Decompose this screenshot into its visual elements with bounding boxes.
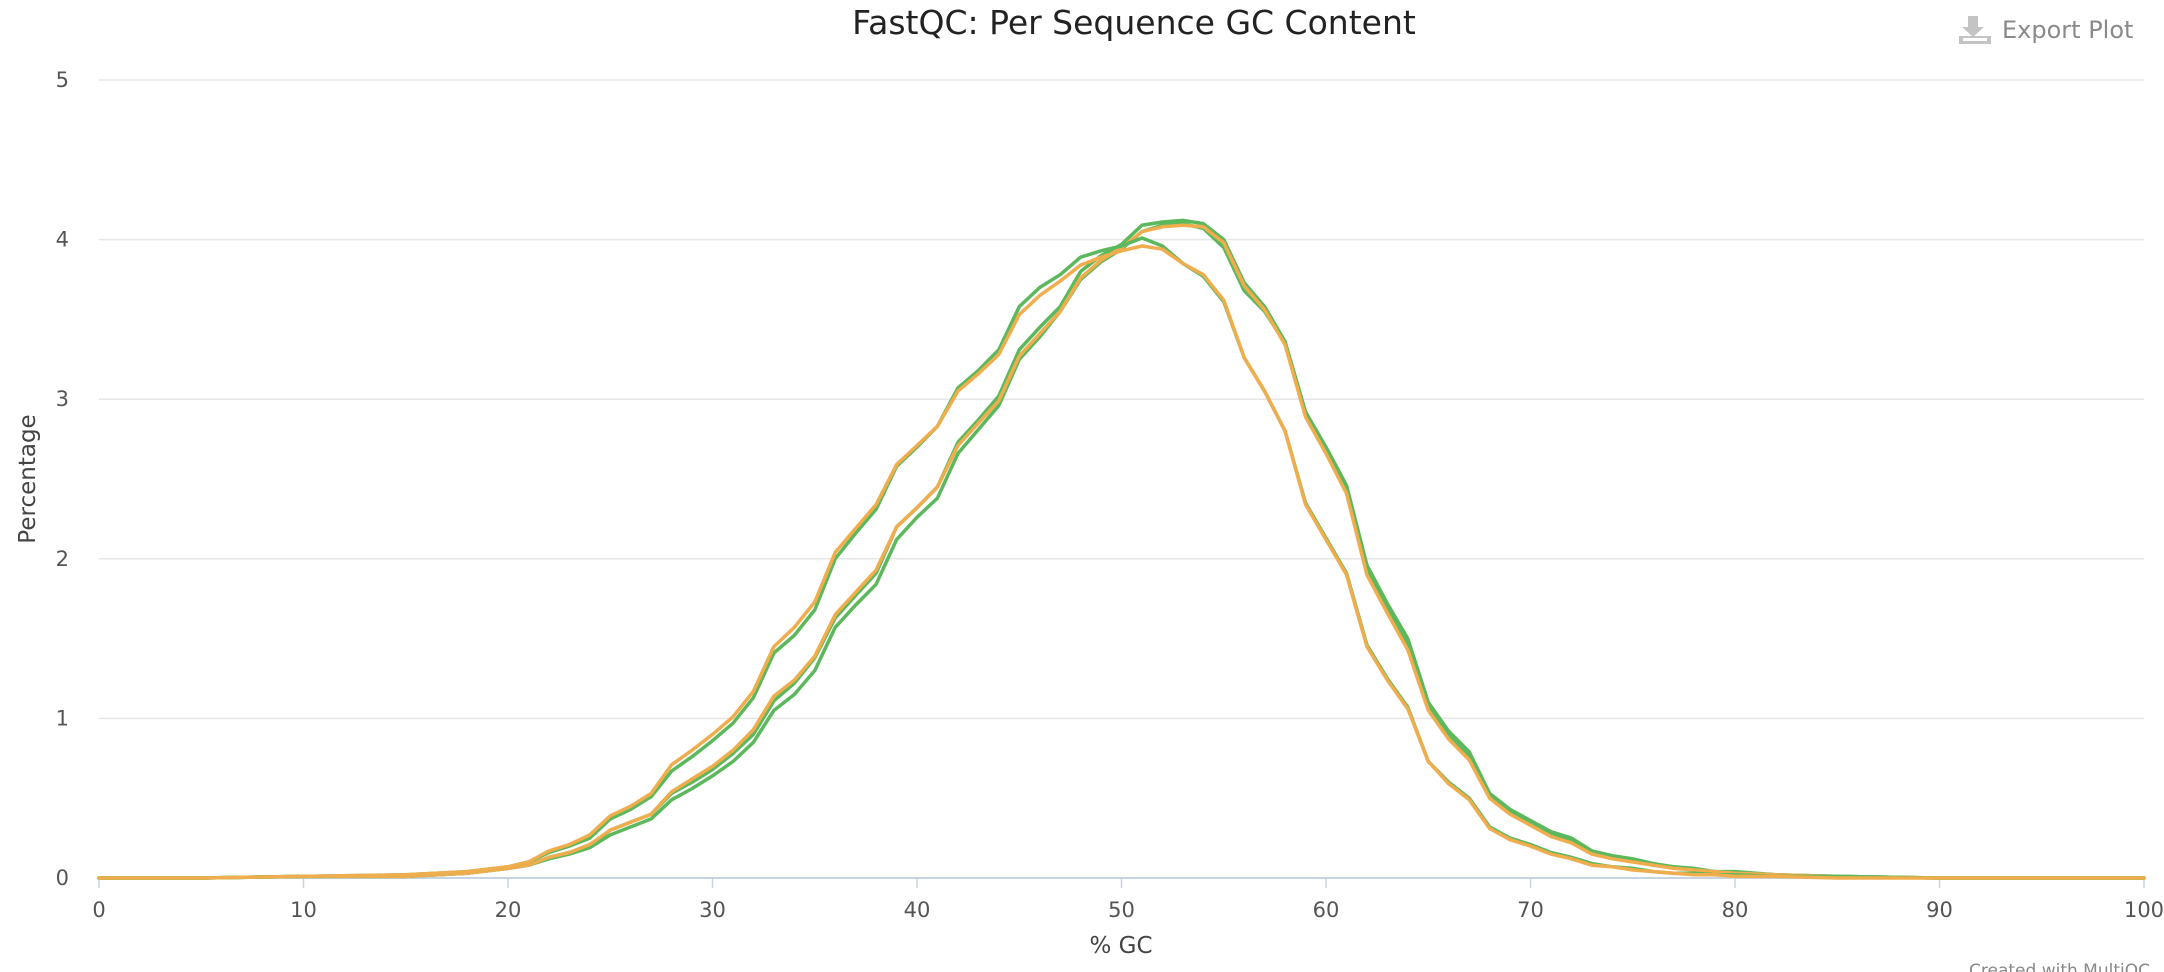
y-tick-label: 4 [56,228,69,252]
x-tick-label: 30 [699,898,726,922]
y-tick-label: 5 [56,68,69,92]
x-tick-label: 50 [1108,898,1135,922]
x-tick-label: 10 [290,898,317,922]
x-axis-label: % GC [1089,933,1152,959]
series-line-1[interactable] [97,221,2146,880]
y-tick-label: 0 [56,866,69,890]
series-line-5[interactable] [97,244,2146,880]
series-line-3[interactable] [97,223,2146,880]
x-tick-label: 70 [1517,898,1544,922]
y-tick-label: 2 [56,547,69,571]
series-line-4[interactable] [97,236,2146,880]
credit-text: Created with MultiQC [1969,961,2150,972]
gridlines [99,79,2144,720]
x-tick-label: 80 [1722,898,1749,922]
download-icon [1959,16,1991,44]
y-tick-label: 3 [56,387,69,411]
x-tick-label: 100 [2124,898,2164,922]
export-plot-button[interactable]: Export Plot [1958,14,2133,46]
x-axis-ticks: 0 10 20 30 40 50 60 70 80 90 100 [92,878,2164,922]
chart-title: FastQC: Per Sequence GC Content [852,3,1416,42]
x-tick-label: 20 [495,898,522,922]
x-tick-label: 40 [904,898,931,922]
x-tick-label: 60 [1313,898,1340,922]
x-tick-label: 90 [1926,898,1953,922]
y-axis-ticks: 0 1 2 3 4 5 [56,68,69,890]
export-plot-label: Export Plot [2002,16,2134,44]
y-axis-label: Percentage [15,414,41,543]
y-tick-label: 1 [56,706,69,730]
series-line-2[interactable] [97,218,2146,880]
x-tick-label: 0 [92,898,105,922]
series-lines [97,218,2146,880]
